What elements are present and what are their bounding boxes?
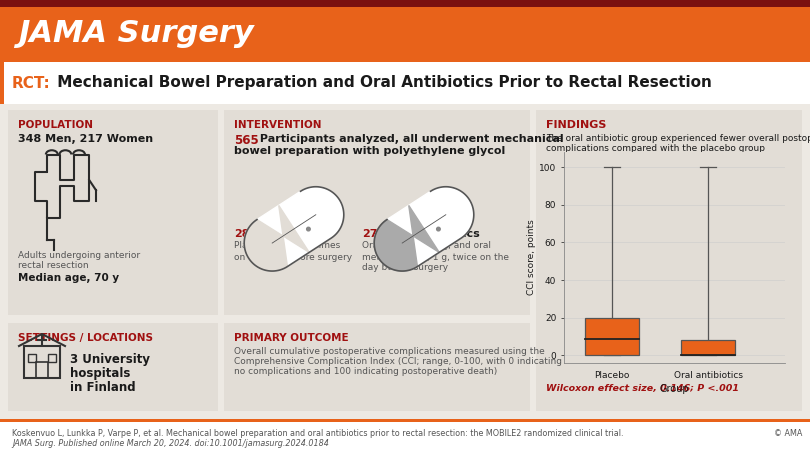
- Text: day before surgery: day before surgery: [362, 263, 448, 272]
- Text: rectal resection: rectal resection: [18, 261, 88, 270]
- Text: SETTINGS / LOCATIONS: SETTINGS / LOCATIONS: [18, 333, 153, 343]
- Text: FINDINGS: FINDINGS: [546, 120, 607, 130]
- Polygon shape: [244, 187, 343, 271]
- Text: Koskenvuo L, Lunkka P, Varpe P, et al. Mechanical bowel preparation and oral ant: Koskenvuo L, Lunkka P, Varpe P, et al. M…: [12, 429, 624, 438]
- Text: Oral antibiotics: Oral antibiotics: [380, 229, 480, 239]
- Text: 565: 565: [234, 134, 258, 147]
- Polygon shape: [374, 187, 474, 271]
- Bar: [0, 0, 810, 7]
- Bar: [8, 323, 218, 411]
- Bar: [28, 354, 36, 362]
- Text: 348 Men, 217 Women: 348 Men, 217 Women: [18, 134, 153, 144]
- Bar: [24, 346, 60, 378]
- Text: hospitals: hospitals: [70, 367, 130, 380]
- Bar: [585, 318, 639, 356]
- Text: Wilcoxon effect size, 0.146; P <.001: Wilcoxon effect size, 0.146; P <.001: [546, 384, 739, 393]
- Polygon shape: [374, 205, 439, 271]
- Bar: [536, 110, 802, 411]
- Text: 288: 288: [234, 229, 258, 239]
- Text: 277: 277: [362, 229, 386, 239]
- Text: Median age, 70 y: Median age, 70 y: [18, 273, 119, 283]
- Text: no complications and 100 indicating postoperative death): no complications and 100 indicating post…: [234, 367, 497, 376]
- Text: bowel preparation with polyethylene glycol: bowel preparation with polyethylene glyc…: [234, 146, 505, 156]
- Text: JAMA Surg. Published online March 20, 2024. doi:10.1001/jamasurg.2024.0184: JAMA Surg. Published online March 20, 20…: [12, 439, 329, 448]
- Text: POPULATION: POPULATION: [18, 120, 93, 130]
- Text: PRIMARY OUTCOME: PRIMARY OUTCOME: [234, 333, 348, 343]
- Bar: [0, 419, 810, 422]
- Text: © AMA: © AMA: [774, 429, 802, 437]
- Bar: [36, 362, 48, 378]
- Text: on the day before surgery: on the day before surgery: [234, 253, 352, 262]
- Text: in Finland: in Finland: [70, 381, 135, 394]
- Text: The oral antibiotic group experienced fewer overall postoperative: The oral antibiotic group experienced fe…: [546, 134, 810, 143]
- Circle shape: [307, 227, 310, 231]
- Text: RCT:: RCT:: [12, 75, 51, 90]
- Bar: [0, 62, 810, 104]
- Bar: [224, 323, 530, 411]
- Text: Placebo tablets 2 times: Placebo tablets 2 times: [234, 241, 340, 250]
- Text: Adults undergoing anterior: Adults undergoing anterior: [18, 251, 140, 260]
- X-axis label: Group: Group: [659, 384, 689, 394]
- Bar: [224, 110, 530, 315]
- Polygon shape: [244, 205, 309, 271]
- Text: Mechanical Bowel Preparation and Oral Antibiotics Prior to Rectal Resection: Mechanical Bowel Preparation and Oral An…: [52, 75, 712, 90]
- Bar: [0, 419, 810, 457]
- Text: 3 University: 3 University: [70, 353, 150, 366]
- Bar: [8, 110, 218, 315]
- Text: Participants analyzed, all underwent mechanical: Participants analyzed, all underwent mec…: [256, 134, 564, 144]
- Text: Overall cumulative postoperative complications measured using the: Overall cumulative postoperative complic…: [234, 347, 545, 356]
- Bar: [48, 354, 56, 362]
- Bar: [0, 0, 810, 62]
- Y-axis label: CCI score, points: CCI score, points: [527, 220, 536, 295]
- Text: metronidazole, 1 g, twice on the: metronidazole, 1 g, twice on the: [362, 253, 509, 262]
- Text: complications compared with the placebo group: complications compared with the placebo …: [546, 144, 765, 153]
- Circle shape: [437, 227, 440, 231]
- Bar: [681, 340, 735, 356]
- Bar: [0, 62, 4, 104]
- Text: JAMA Surgery: JAMA Surgery: [18, 18, 254, 48]
- Text: Placebo: Placebo: [252, 229, 305, 239]
- Text: Comprehensive Complication Index (CCI; range, 0-100, with 0 indicating: Comprehensive Complication Index (CCI; r…: [234, 357, 562, 366]
- Text: INTERVENTION: INTERVENTION: [234, 120, 322, 130]
- Text: Oral neomycin, 1 g, and oral: Oral neomycin, 1 g, and oral: [362, 241, 491, 250]
